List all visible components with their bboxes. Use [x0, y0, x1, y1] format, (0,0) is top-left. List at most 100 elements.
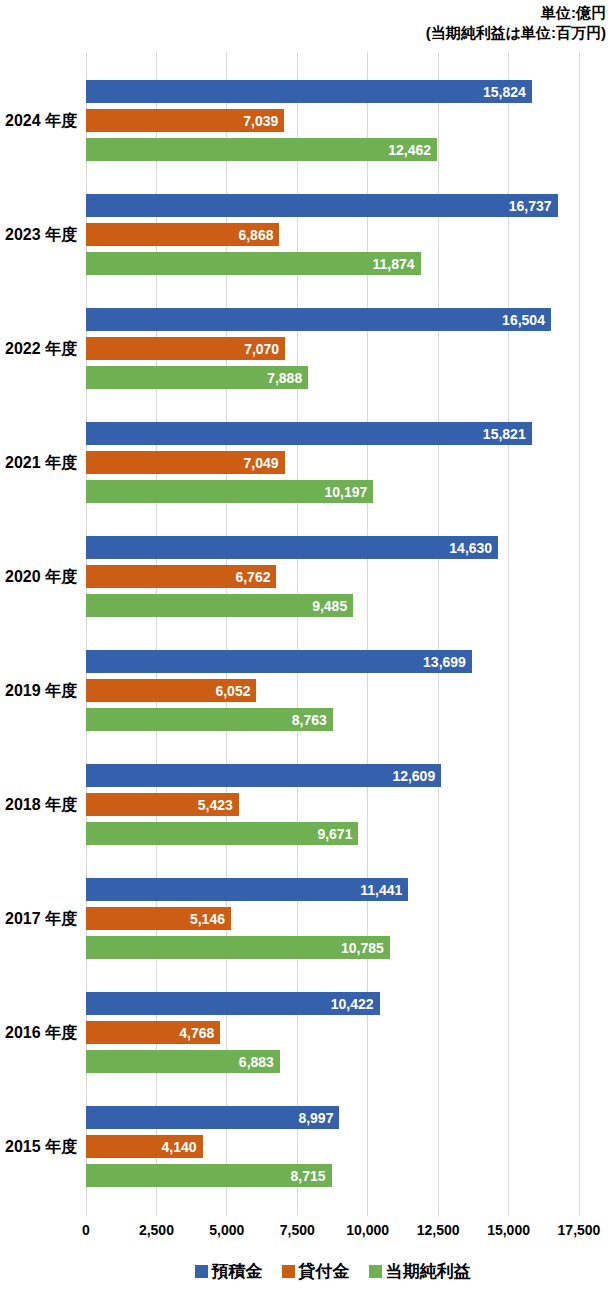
year-group: 2023 年度16,7376,86811,874: [86, 194, 579, 275]
bar-当期純利益: 6,883: [86, 1050, 280, 1073]
bar-value-label: 12,609: [392, 768, 441, 784]
bar-貸付金: 5,423: [86, 793, 239, 816]
bar-value-label: 4,768: [179, 1025, 220, 1041]
x-tick-label: 15,000: [487, 1222, 530, 1238]
bar-預積金: 15,821: [86, 422, 532, 445]
bar-預積金: 14,630: [86, 536, 498, 559]
legend-item: 貸付金: [282, 1260, 350, 1283]
bar-value-label: 6,052: [215, 683, 256, 699]
legend-label: 預積金: [212, 1260, 263, 1283]
legend-swatch-icon: [282, 1265, 295, 1278]
bar-預積金: 8,997: [86, 1106, 339, 1129]
legend-label: 貸付金: [299, 1260, 350, 1283]
year-label: 2019 年度: [5, 680, 81, 701]
year-label: 2016 年度: [5, 1022, 81, 1043]
bar-当期純利益: 10,197: [86, 480, 373, 503]
year-label: 2018 年度: [5, 794, 81, 815]
year-group: 2015 年度8,9974,1408,715: [86, 1106, 579, 1187]
unit-note-line2: (当期純利益は単位:百万円): [426, 23, 606, 43]
bar-value-label: 13,699: [423, 654, 472, 670]
bar-貸付金: 4,140: [86, 1135, 203, 1158]
bar-value-label: 10,197: [324, 484, 373, 500]
year-group: 2016 年度10,4224,7686,883: [86, 992, 579, 1073]
year-label: 2017 年度: [5, 908, 81, 929]
bar-貸付金: 7,049: [86, 451, 285, 474]
x-tick-label: 5,000: [209, 1222, 244, 1238]
bar-預積金: 13,699: [86, 650, 472, 673]
bar-貸付金: 6,052: [86, 679, 256, 702]
bar-貸付金: 7,039: [86, 109, 284, 132]
year-label: 2023 年度: [5, 224, 81, 245]
year-group: 2020 年度14,6306,7629,485: [86, 536, 579, 617]
bar-value-label: 6,868: [238, 227, 279, 243]
x-tick-label: 12,500: [417, 1222, 460, 1238]
legend-swatch-icon: [369, 1265, 382, 1278]
bar-value-label: 7,049: [244, 455, 285, 471]
bar-預積金: 15,824: [86, 80, 532, 103]
year-group: 2018 年度12,6095,4239,671: [86, 764, 579, 845]
unit-note-line1: 単位:億円: [426, 3, 606, 23]
bar-value-label: 5,423: [198, 797, 239, 813]
bar-預積金: 16,504: [86, 308, 551, 331]
bar-value-label: 7,039: [243, 113, 284, 129]
bar-value-label: 16,504: [502, 312, 551, 328]
legend-item: 預積金: [195, 1260, 263, 1283]
plot-area: 2024 年度15,8247,03912,4622023 年度16,7376,8…: [86, 52, 579, 1216]
bar-預積金: 12,609: [86, 764, 441, 787]
year-label: 2020 年度: [5, 566, 81, 587]
bar-value-label: 10,422: [331, 996, 380, 1012]
legend-label: 当期純利益: [386, 1260, 471, 1283]
bar-当期純利益: 8,763: [86, 708, 333, 731]
x-tick-label: 17,500: [558, 1222, 601, 1238]
bar-当期純利益: 9,485: [86, 594, 353, 617]
x-tick-label: 10,000: [346, 1222, 389, 1238]
bar-当期純利益: 9,671: [86, 822, 358, 845]
bar-value-label: 10,785: [341, 940, 390, 956]
bar-groups: 2024 年度15,8247,03912,4622023 年度16,7376,8…: [86, 52, 579, 1216]
bar-value-label: 8,997: [298, 1110, 339, 1126]
bar-貸付金: 6,762: [86, 565, 276, 588]
bar-貸付金: 7,070: [86, 337, 285, 360]
bar-value-label: 14,630: [449, 540, 498, 556]
x-axis: 02,5005,0007,50010,00012,50015,00017,500: [86, 1222, 579, 1242]
bar-value-label: 6,762: [235, 569, 276, 585]
bar-当期純利益: 11,874: [86, 252, 421, 275]
bar-value-label: 11,441: [360, 882, 408, 898]
x-tick-label: 2,500: [139, 1222, 174, 1238]
bar-預積金: 16,737: [86, 194, 558, 217]
bar-value-label: 9,671: [317, 826, 358, 842]
bar-value-label: 8,763: [292, 712, 333, 728]
year-label: 2022 年度: [5, 338, 81, 359]
bar-貸付金: 5,146: [86, 907, 231, 930]
bar-value-label: 7,888: [267, 370, 308, 386]
x-tick-label: 7,500: [280, 1222, 315, 1238]
bar-value-label: 15,821: [483, 426, 532, 442]
legend-swatch-icon: [195, 1265, 208, 1278]
legend: 預積金 貸付金 当期純利益: [86, 1260, 579, 1283]
bar-貸付金: 6,868: [86, 223, 279, 246]
bar-value-label: 5,146: [190, 911, 231, 927]
bar-value-label: 11,874: [372, 256, 420, 272]
year-group: 2017 年度11,4415,14610,785: [86, 878, 579, 959]
legend-item: 当期純利益: [369, 1260, 471, 1283]
year-group: 2021 年度15,8217,04910,197: [86, 422, 579, 503]
year-group: 2024 年度15,8247,03912,462: [86, 80, 579, 161]
bar-value-label: 15,824: [483, 84, 532, 100]
bar-value-label: 8,715: [290, 1168, 331, 1184]
bar-預積金: 10,422: [86, 992, 380, 1015]
x-tick-label: 0: [82, 1222, 90, 1238]
bar-value-label: 16,737: [509, 198, 558, 214]
bar-value-label: 7,070: [244, 341, 285, 357]
bar-当期純利益: 12,462: [86, 138, 437, 161]
bar-value-label: 6,883: [239, 1054, 280, 1070]
bar-value-label: 12,462: [388, 142, 437, 158]
bar-貸付金: 4,768: [86, 1021, 220, 1044]
year-group: 2022 年度16,5047,0707,888: [86, 308, 579, 389]
bar-当期純利益: 7,888: [86, 366, 308, 389]
bar-value-label: 4,140: [162, 1139, 203, 1155]
year-label: 2015 年度: [5, 1136, 81, 1157]
year-label: 2024 年度: [5, 110, 81, 131]
bar-当期純利益: 10,785: [86, 936, 390, 959]
unit-note: 単位:億円 (当期純利益は単位:百万円): [426, 3, 606, 43]
bar-当期純利益: 8,715: [86, 1164, 332, 1187]
